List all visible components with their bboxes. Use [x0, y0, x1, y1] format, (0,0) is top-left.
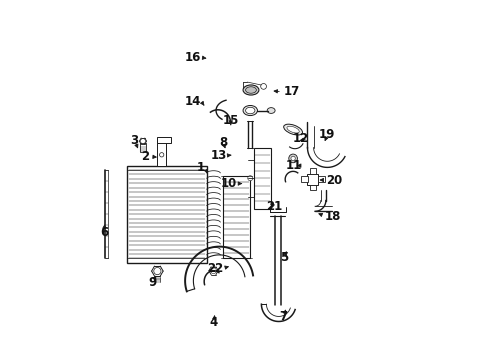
Text: 11: 11	[285, 159, 302, 172]
Bar	[307, 174, 318, 185]
Text: 20: 20	[325, 174, 342, 186]
Bar	[140, 143, 145, 152]
Text: 21: 21	[265, 201, 282, 213]
Text: 19: 19	[319, 129, 335, 141]
Text: 16: 16	[184, 51, 201, 64]
Circle shape	[210, 268, 216, 274]
Text: 22: 22	[206, 262, 223, 275]
Text: 2: 2	[141, 150, 149, 163]
Circle shape	[140, 139, 145, 144]
Text: 7: 7	[278, 310, 286, 323]
Bar	[309, 168, 315, 174]
Bar	[301, 176, 307, 182]
Bar	[253, 148, 270, 209]
Bar	[223, 176, 250, 258]
Circle shape	[247, 176, 252, 181]
Circle shape	[290, 156, 295, 161]
Text: 9: 9	[148, 276, 157, 289]
Circle shape	[260, 84, 266, 89]
Ellipse shape	[286, 126, 299, 133]
Bar	[157, 137, 171, 143]
Text: 14: 14	[184, 95, 201, 108]
Text: 4: 4	[209, 316, 218, 329]
Circle shape	[153, 267, 161, 275]
Circle shape	[159, 153, 163, 157]
Ellipse shape	[243, 105, 257, 116]
Text: 17: 17	[283, 85, 299, 98]
Circle shape	[288, 154, 297, 163]
Bar	[127, 166, 206, 263]
Text: 12: 12	[292, 132, 309, 145]
Ellipse shape	[245, 87, 256, 93]
Bar	[318, 176, 324, 182]
Bar	[157, 140, 166, 166]
Text: 3: 3	[130, 134, 139, 147]
Bar	[309, 185, 315, 190]
Ellipse shape	[283, 124, 302, 135]
Text: 18: 18	[324, 210, 341, 222]
Ellipse shape	[243, 85, 258, 95]
Text: 13: 13	[210, 149, 226, 162]
Text: 6: 6	[100, 226, 108, 239]
Ellipse shape	[245, 107, 254, 114]
Text: 1: 1	[196, 161, 204, 174]
Text: 10: 10	[221, 177, 237, 190]
Text: 5: 5	[280, 251, 287, 264]
Ellipse shape	[266, 108, 275, 113]
Text: 15: 15	[222, 114, 239, 127]
Text: 8: 8	[218, 136, 226, 149]
